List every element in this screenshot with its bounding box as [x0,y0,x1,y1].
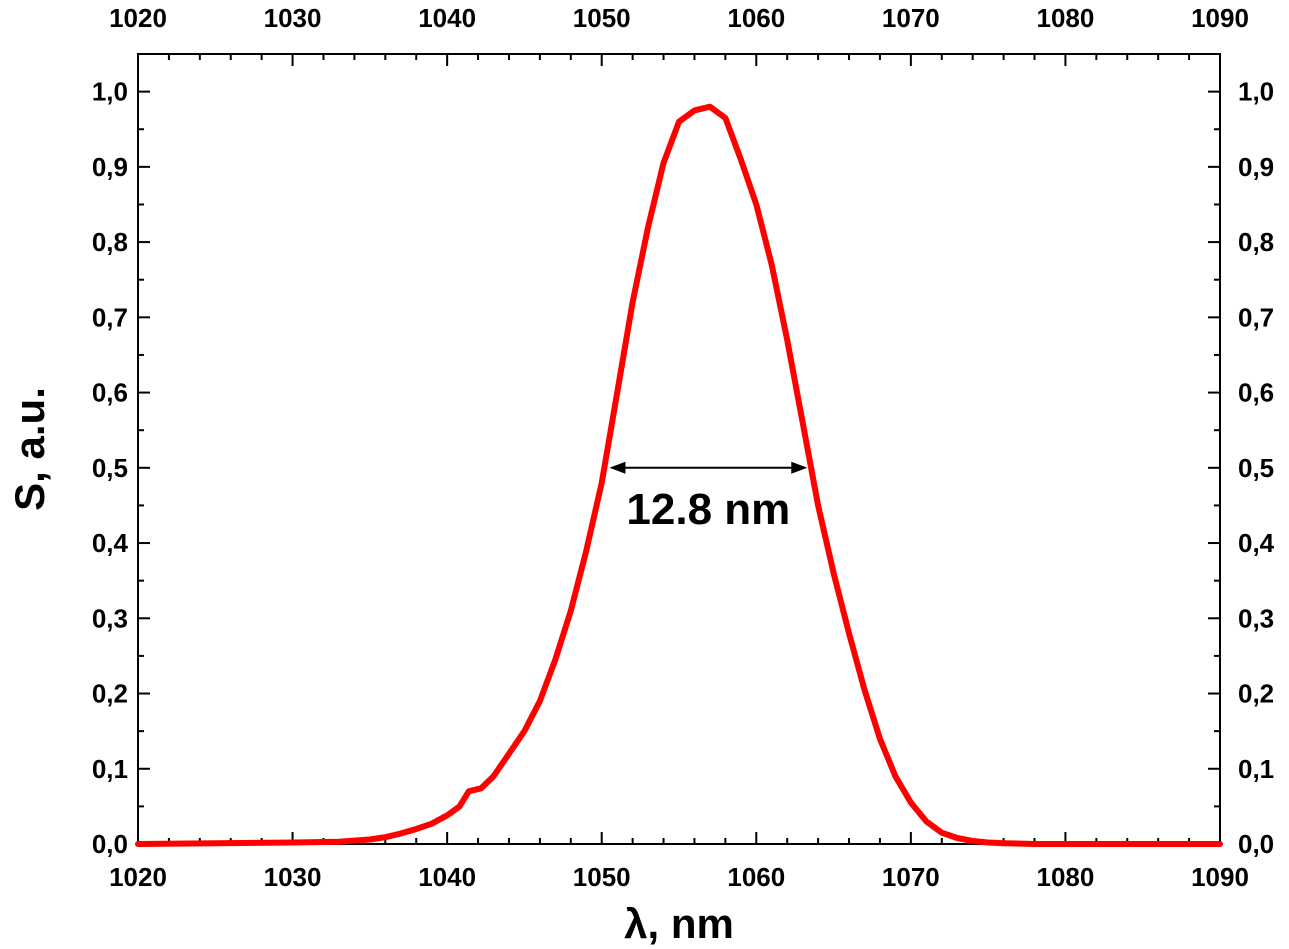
y-tick-label: 0,4 [92,528,129,558]
x-tick-label-top: 1080 [1037,3,1095,33]
x-tick-label-top: 1090 [1191,3,1249,33]
y-tick-label-right: 0,4 [1238,528,1275,558]
x-tick-label: 1080 [1037,862,1095,892]
x-axis-title: λ, nm [624,900,734,947]
x-tick-label-top: 1030 [264,3,322,33]
y-tick-label-right: 1,0 [1238,77,1274,107]
x-tick-label: 1050 [573,862,631,892]
minor-ticks [138,53,1220,844]
x-tick-label: 1020 [109,862,167,892]
y-tick-label: 0,3 [92,603,128,633]
y-tick-label-right: 0,7 [1238,302,1274,332]
major-ticks [137,54,1221,845]
y-tick-label: 0,2 [92,679,128,709]
y-tick-labels-left: 0,0 0,1 0,2 0,3 0,4 0,5 0,6 0,7 0,8 0,9 1,0 [92,77,129,859]
x-tick-label: 1090 [1191,862,1249,892]
y-tick-label-right: 0,0 [1238,829,1274,859]
x-tick-label-top: 1040 [418,3,476,33]
y-tick-label: 0,7 [92,302,128,332]
fwhm-arrowhead-left [609,461,626,474]
fwhm-label: 12.8 nm [626,485,790,534]
y-tick-label-right: 0,6 [1238,378,1274,408]
y-tick-label: 0,8 [92,227,128,257]
x-tick-label: 1060 [727,862,785,892]
x-tick-label-top: 1020 [109,3,167,33]
fwhm-annotation: 12.8 nm [609,461,808,534]
x-tick-label: 1040 [418,862,476,892]
y-tick-labels-right: 0,0 0,1 0,2 0,3 0,4 0,5 0,6 0,7 0,8 0,9 1,0 [1238,77,1275,859]
x-tick-labels-top: 1020 1030 1040 1050 1060 1070 1080 1090 [109,3,1249,33]
y-tick-label-right: 0,1 [1238,754,1274,784]
y-tick-label-right: 0,3 [1238,603,1274,633]
x-tick-label: 1070 [882,862,940,892]
y-tick-label: 0,0 [92,829,128,859]
plot-frame [137,53,1221,845]
y-tick-label: 0,6 [92,378,128,408]
y-tick-label: 1,0 [92,77,128,107]
x-tick-label: 1030 [264,862,322,892]
x-tick-label-top: 1060 [727,3,785,33]
x-tick-label-top: 1050 [573,3,631,33]
y-tick-label-right: 0,9 [1238,152,1274,182]
y-tick-label: 0,1 [92,754,128,784]
y-tick-label-right: 0,5 [1238,453,1274,483]
x-tick-label-top: 1070 [882,3,940,33]
y-tick-label: 0,9 [92,152,128,182]
fwhm-arrowhead-right [791,461,808,474]
x-tick-labels-bottom: 1020 1030 1040 1050 1060 1070 1080 1090 [109,862,1249,892]
spectrum-line [135,103,1223,847]
y-tick-label-right: 0,2 [1238,679,1274,709]
y-tick-label-right: 0,8 [1238,227,1274,257]
y-axis-title: S, a.u. [6,387,53,511]
y-tick-label: 0,5 [92,453,128,483]
